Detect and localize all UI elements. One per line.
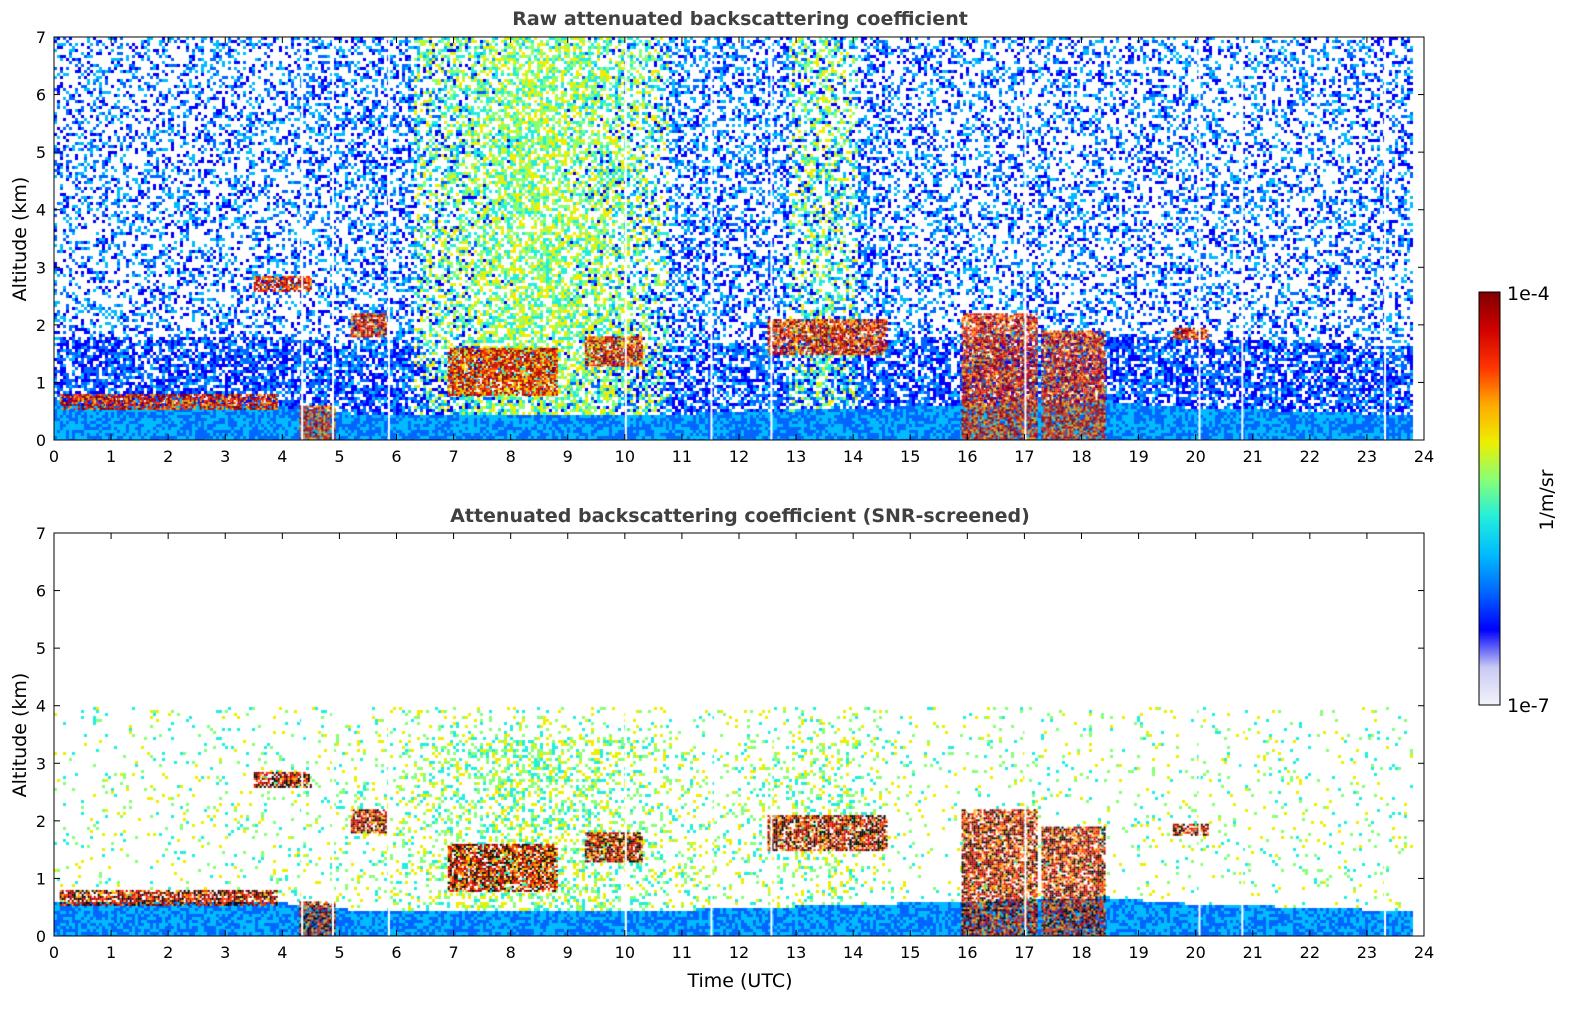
x-tick-label: 11	[672, 447, 692, 466]
y-tick-label: 6	[36, 582, 46, 601]
bottom-panel-y-axis-label: Altitude (km)	[9, 672, 31, 798]
y-tick-label: 7	[36, 28, 46, 47]
x-tick-label: 2	[163, 447, 173, 466]
x-tick-label: 8	[506, 943, 516, 962]
x-tick-label: 24	[1414, 447, 1434, 466]
x-tick-label: 7	[448, 943, 458, 962]
raw-heatmap-panel: 0 1 2 3 4 5 6 7 8 9 10 11 12 13 14 15 16 17 18 19 20 21 22 23 24…	[36, 28, 1434, 466]
x-tick-label: 21	[1243, 447, 1263, 466]
x-tick-label: 4	[277, 943, 287, 962]
colorbar-frame	[1478, 291, 1501, 706]
x-tick-label: 1	[106, 943, 116, 962]
x-tick-label: 0	[49, 447, 59, 466]
colorbar-gradient	[1479, 292, 1500, 705]
bottom-panel-x-axis-label: Time (UTC)	[687, 970, 793, 992]
x-tick-label: 10	[615, 943, 635, 962]
y-tick-label: 2	[36, 316, 46, 335]
y-tick-label: 3	[36, 754, 46, 773]
y-tick-label: 4	[36, 697, 46, 716]
x-tick-label: 20	[1185, 447, 1205, 466]
y-tick-label: 6	[36, 86, 46, 105]
x-tick-label: 7	[448, 447, 458, 466]
x-tick-label: 19	[1128, 447, 1148, 466]
heatmap-image	[54, 533, 1424, 936]
x-tick-label: 19	[1128, 943, 1148, 962]
y-tick-label: 5	[36, 143, 46, 162]
x-tick-label: 1	[106, 447, 116, 466]
y-tick-label: 0	[36, 927, 46, 946]
x-tick-label: 10	[615, 447, 635, 466]
x-tick-label: 17	[1014, 943, 1034, 962]
y-tick-label: 2	[36, 812, 46, 831]
x-tick-label: 13	[786, 943, 806, 962]
x-tick-label: 23	[1357, 943, 1377, 962]
colorbar-top-label: 1e-4	[1507, 283, 1550, 305]
colorbar-unit-label: 1/m/sr	[1536, 469, 1558, 531]
x-tick-label: 4	[277, 447, 287, 466]
x-tick-label: 5	[334, 447, 344, 466]
x-tick-label: 2	[163, 943, 173, 962]
x-tick-label: 23	[1357, 447, 1377, 466]
screened-heatmap-panel: 0 1 2 3 4 5 6 7 8 9 10 11 12 13 14 15 16 17 18 19 20 21 22 23 24…	[36, 524, 1434, 962]
x-tick-label: 9	[563, 447, 573, 466]
x-tick-label: 12	[729, 447, 749, 466]
x-tick-label: 0	[49, 943, 59, 962]
x-tick-label: 24	[1414, 943, 1434, 962]
x-tick-label: 8	[506, 447, 516, 466]
x-tick-label: 9	[563, 943, 573, 962]
x-tick-label: 11	[672, 943, 692, 962]
colorbar-bottom-label: 1e-7	[1507, 695, 1550, 717]
x-tick-label: 5	[334, 943, 344, 962]
x-tick-label: 22	[1300, 943, 1320, 962]
top-panel-title: Raw attenuated backscattering coefficien…	[512, 8, 968, 30]
x-tick-label: 6	[391, 447, 401, 466]
heatmap-image	[54, 37, 1424, 440]
x-tick-label: 14	[843, 447, 863, 466]
y-tick-label: 1	[36, 869, 46, 888]
x-tick-label: 15	[900, 447, 920, 466]
y-tick-label: 3	[36, 258, 46, 277]
x-tick-label: 13	[786, 447, 806, 466]
x-tick-label: 3	[220, 447, 230, 466]
x-tick-label: 6	[391, 943, 401, 962]
y-tick-label: 7	[36, 524, 46, 543]
bottom-panel-title: Attenuated backscattering coefficient (S…	[450, 505, 1030, 527]
x-tick-label: 12	[729, 943, 749, 962]
top-panel-y-axis-label: Altitude (km)	[9, 176, 31, 302]
x-tick-label: 16	[957, 943, 977, 962]
x-tick-label: 17	[1014, 447, 1034, 466]
x-tick-label: 22	[1300, 447, 1320, 466]
x-tick-label: 21	[1243, 943, 1263, 962]
x-tick-label: 18	[1071, 943, 1091, 962]
x-tick-label: 15	[900, 943, 920, 962]
y-tick-label: 5	[36, 639, 46, 658]
x-tick-label: 14	[843, 943, 863, 962]
x-tick-label: 3	[220, 943, 230, 962]
x-tick-label: 18	[1071, 447, 1091, 466]
x-tick-label: 20	[1185, 943, 1205, 962]
y-tick-label: 1	[36, 373, 46, 392]
y-tick-label: 4	[36, 201, 46, 220]
y-tick-label: 0	[36, 431, 46, 450]
x-tick-label: 16	[957, 447, 977, 466]
colorbar	[1478, 291, 1501, 706]
